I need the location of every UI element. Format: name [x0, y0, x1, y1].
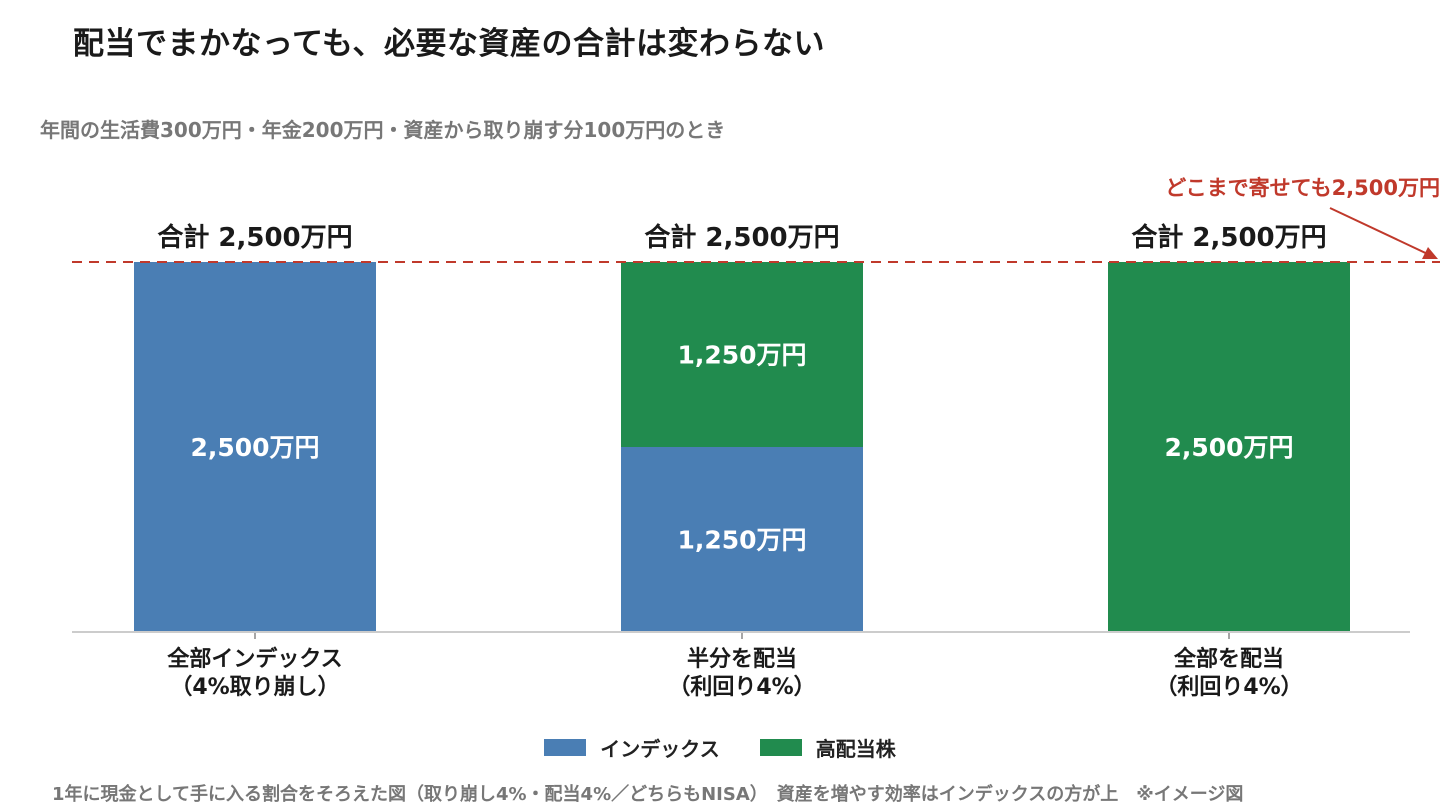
legend-label-index: インデックス	[600, 737, 720, 761]
x-tick-label: 全部を配当	[1173, 646, 1284, 672]
bar-value-label: 2,500万円	[1164, 433, 1293, 462]
legend-swatch-dividend	[759, 739, 802, 756]
legend-swatch-index	[544, 739, 587, 756]
bar-value-label: 2,500万円	[190, 433, 319, 462]
bar-segment-dividend-3	[1108, 262, 1350, 632]
footnote: 1年に現金として手に入る割合をそろえた図（取り崩し4%・配当4%／どちらもNIS…	[52, 784, 1244, 805]
legend-item-dividend: 高配当株	[759, 733, 896, 762]
bar-segment-index-2	[621, 447, 863, 632]
x-tick-label: （利回り4%）	[668, 675, 815, 700]
bar-value-label: 1,250万円	[677, 341, 806, 370]
chart-legend: インデックス 高配当株	[0, 733, 1440, 762]
reference-annotation: どこまで寄せても2,500万円	[1165, 176, 1440, 200]
bar-value-label: 1,250万円	[677, 526, 806, 555]
chart-subtitle: 年間の生活費300万円・年金200万円・資産から取り崩す分100万円のとき	[40, 118, 726, 142]
x-tick-label: （利回り4%）	[1155, 675, 1302, 700]
bar-segment-index-1	[134, 262, 376, 632]
x-tick-label: （4%取り崩し）	[170, 675, 339, 700]
annotation-arrow-head	[1422, 247, 1438, 259]
total-label: 合計 2,500万円	[1131, 222, 1326, 253]
legend-label-dividend: 高配当株	[815, 737, 896, 761]
legend-item-index: インデックス	[544, 733, 720, 762]
total-label: 合計 2,500万円	[644, 222, 839, 253]
bar-segment-dividend-2	[621, 262, 863, 447]
page-title: 配当でまかなっても、必要な資産の合計は変わらない	[73, 26, 825, 62]
total-label: 合計 2,500万円	[157, 222, 352, 253]
x-tick-label: 半分を配当	[687, 647, 797, 672]
x-tick-label: 全部インデックス	[166, 646, 342, 672]
annotation-arrow-line	[1329, 207, 1435, 258]
